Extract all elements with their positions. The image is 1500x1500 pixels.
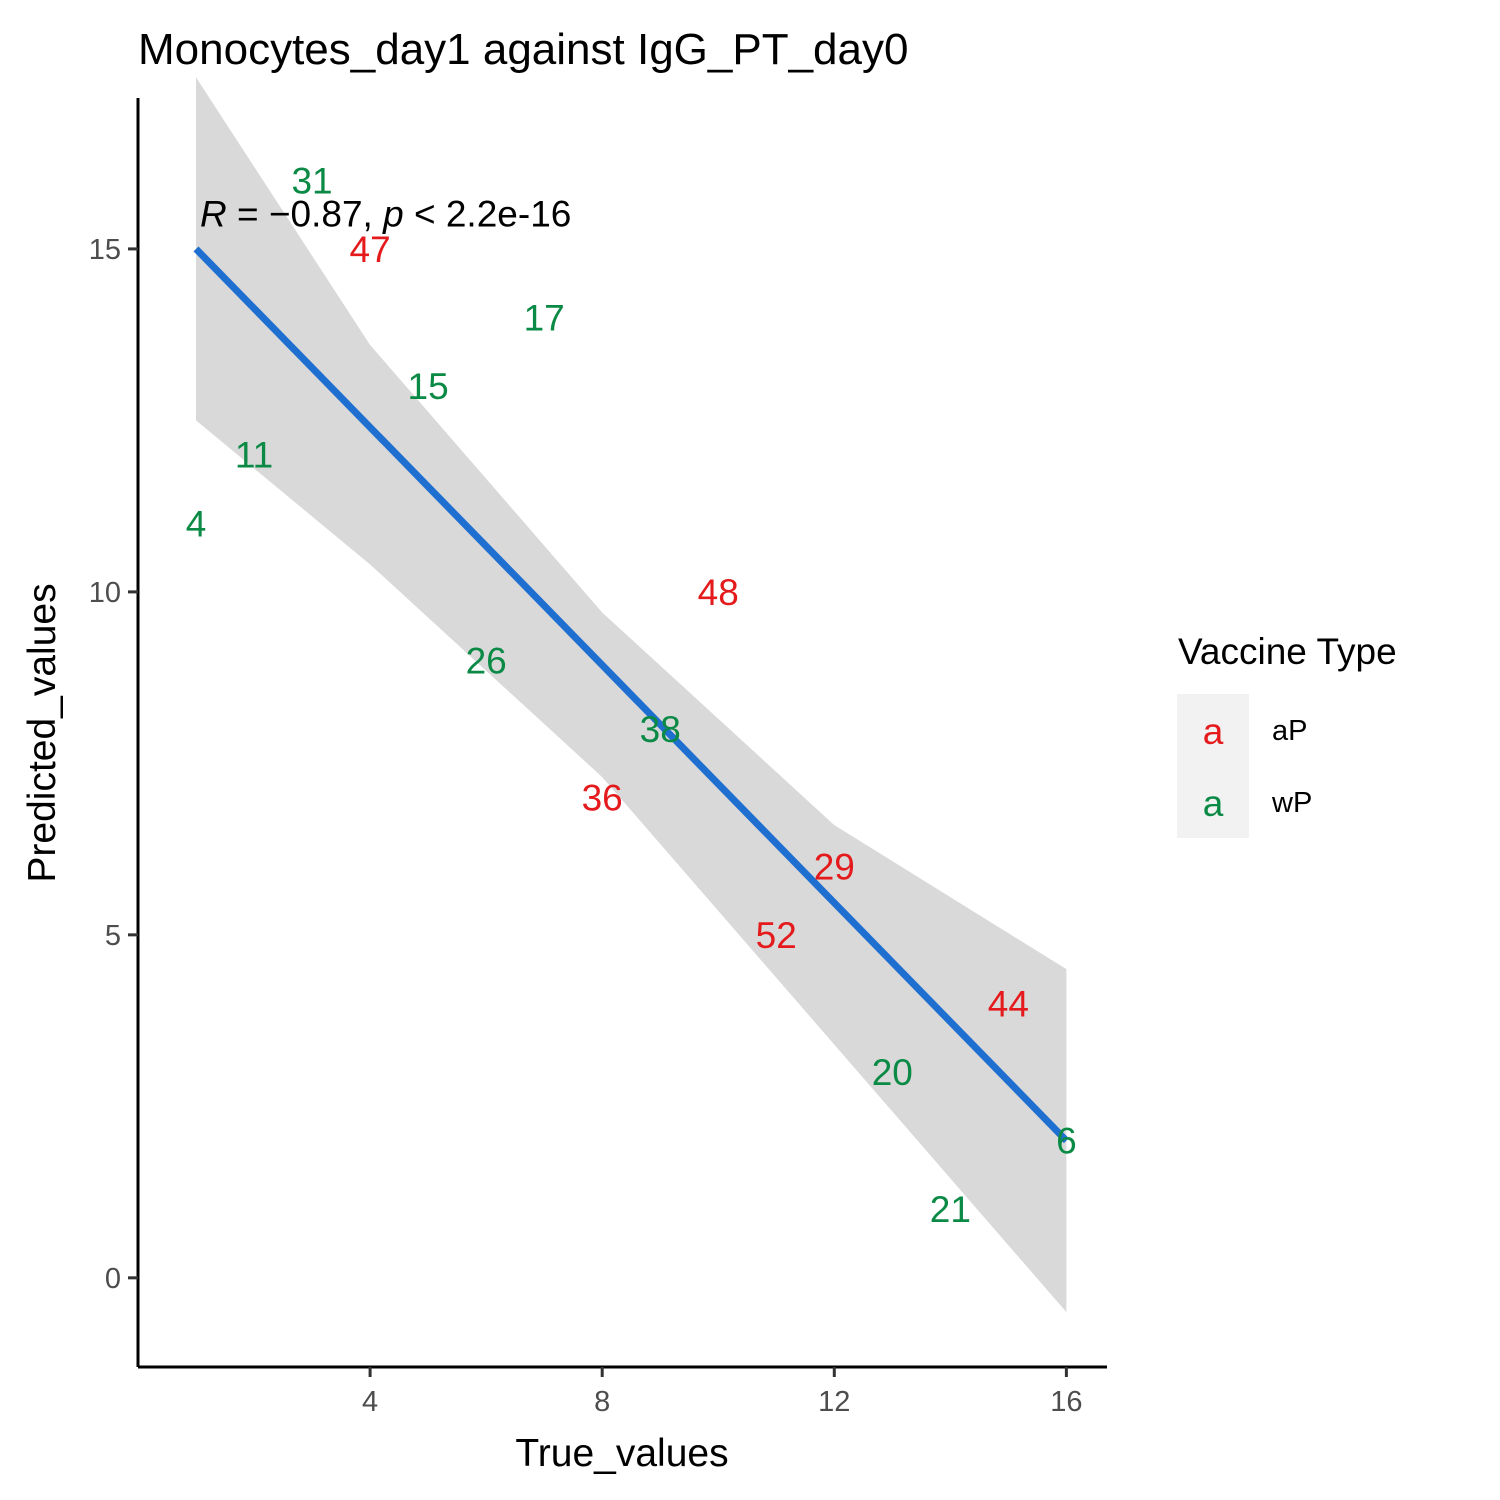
- x-tick-label: 16: [1050, 1386, 1082, 1418]
- point-label-26: 26: [466, 640, 507, 681]
- point-label-4: 4: [186, 503, 207, 544]
- legend-key-wP: a: [1203, 783, 1224, 824]
- r-value: = −0.87,: [227, 193, 383, 234]
- chart-title: Monocytes_day1 against IgG_PT_day0: [138, 25, 908, 74]
- x-axis-title: True_values: [515, 1432, 728, 1475]
- point-label-15: 15: [408, 366, 449, 407]
- legend-key-background: [1177, 694, 1249, 838]
- point-label-11: 11: [235, 435, 273, 476]
- p-symbol: p: [382, 193, 404, 234]
- x-tick-label: 12: [818, 1386, 850, 1418]
- legend-key-aP: a: [1203, 711, 1224, 752]
- point-label-44: 44: [988, 983, 1029, 1024]
- r-symbol: R: [200, 193, 227, 234]
- legend-label-aP: aP: [1272, 715, 1307, 747]
- regression-line: [193, 246, 1069, 1144]
- correlation-annotation: R = −0.87, p < 2.2e-16: [200, 193, 571, 234]
- y-tick-label: 5: [105, 920, 121, 952]
- y-tick-label: 0: [105, 1263, 121, 1295]
- point-label-36: 36: [582, 778, 623, 819]
- point-label-29: 29: [814, 846, 855, 887]
- point-label-47: 47: [350, 229, 391, 270]
- x-tick-label: 4: [362, 1386, 378, 1418]
- point-label-31: 31: [291, 160, 332, 201]
- y-axis-title: Predicted_values: [21, 583, 64, 882]
- point-label-48: 48: [698, 572, 739, 613]
- y-tick-label: 15: [89, 234, 121, 266]
- point-label-6: 6: [1056, 1121, 1077, 1162]
- legend-label-wP: wP: [1271, 787, 1312, 819]
- legend-title: Vaccine Type: [1178, 631, 1397, 672]
- point-label-21: 21: [930, 1189, 971, 1230]
- x-tick-label: 8: [594, 1386, 610, 1418]
- point-label-52: 52: [756, 915, 797, 956]
- p-value: < 2.2e-16: [404, 193, 572, 234]
- y-tick-label: 10: [89, 577, 121, 609]
- legend: Vaccine Type a aP a wP: [1177, 631, 1397, 838]
- point-label-20: 20: [872, 1052, 913, 1093]
- point-label-17: 17: [524, 298, 565, 339]
- point-label-38: 38: [640, 709, 681, 750]
